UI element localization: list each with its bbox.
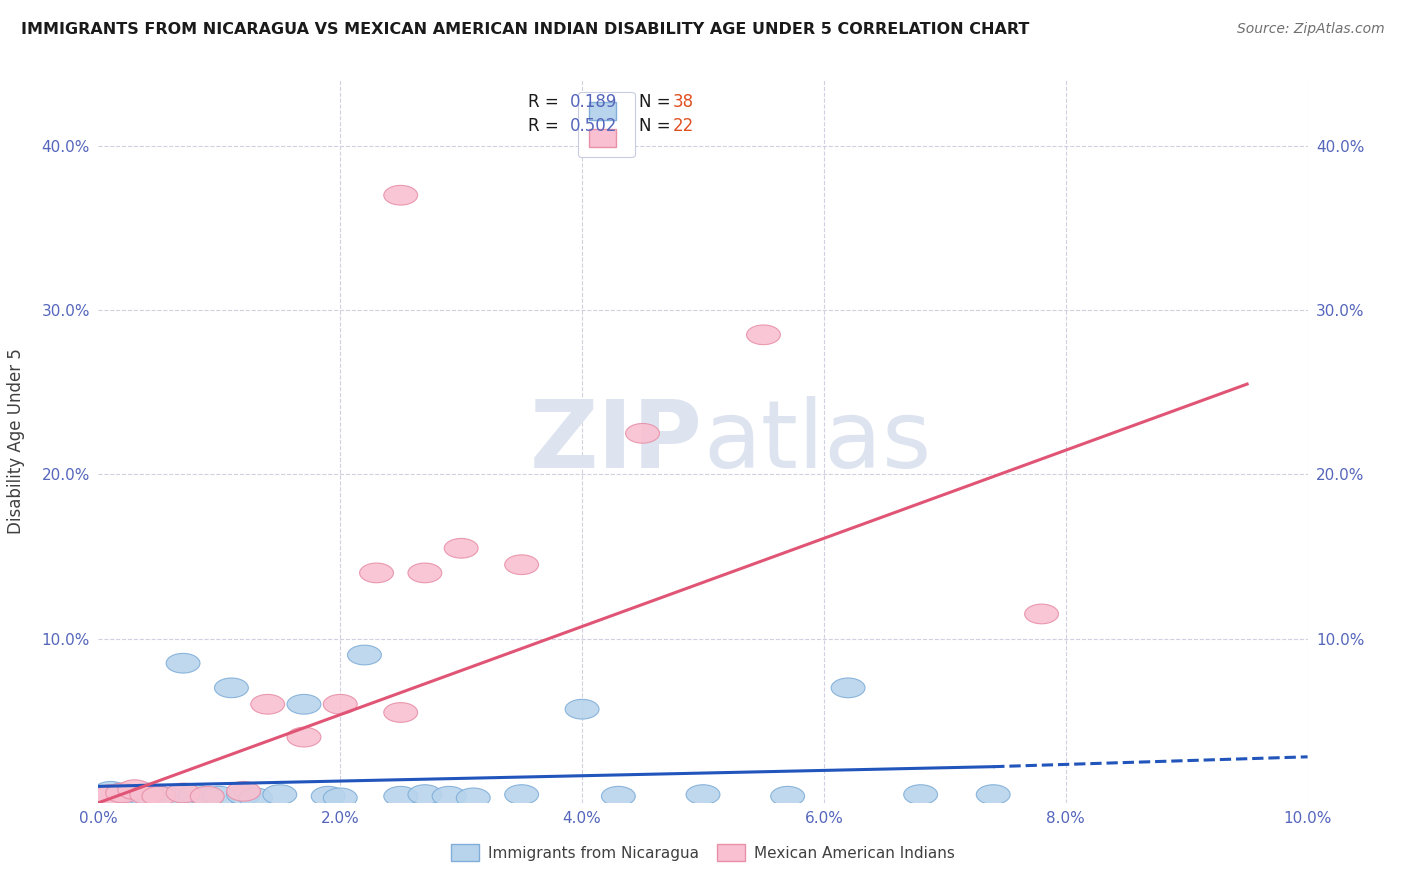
Text: 0.502: 0.502 xyxy=(569,117,617,135)
Ellipse shape xyxy=(82,788,115,808)
Ellipse shape xyxy=(505,555,538,574)
Text: IMMIGRANTS FROM NICARAGUA VS MEXICAN AMERICAN INDIAN DISABILITY AGE UNDER 5 CORR: IMMIGRANTS FROM NICARAGUA VS MEXICAN AME… xyxy=(21,22,1029,37)
Ellipse shape xyxy=(323,788,357,808)
Ellipse shape xyxy=(142,787,176,806)
Ellipse shape xyxy=(142,787,176,806)
Ellipse shape xyxy=(166,783,200,803)
Ellipse shape xyxy=(444,539,478,558)
Text: Source: ZipAtlas.com: Source: ZipAtlas.com xyxy=(1237,22,1385,37)
Ellipse shape xyxy=(226,785,260,805)
Ellipse shape xyxy=(457,788,491,808)
Text: R =: R = xyxy=(527,117,564,135)
Ellipse shape xyxy=(311,787,344,806)
Ellipse shape xyxy=(747,325,780,344)
Ellipse shape xyxy=(360,563,394,582)
Ellipse shape xyxy=(432,787,465,806)
Ellipse shape xyxy=(686,785,720,805)
Ellipse shape xyxy=(118,785,152,805)
Ellipse shape xyxy=(347,645,381,665)
Ellipse shape xyxy=(94,787,128,806)
Legend: Immigrants from Nicaragua, Mexican American Indians: Immigrants from Nicaragua, Mexican Ameri… xyxy=(446,838,960,867)
Ellipse shape xyxy=(904,785,938,805)
Ellipse shape xyxy=(770,787,804,806)
Ellipse shape xyxy=(179,785,212,805)
Ellipse shape xyxy=(384,186,418,205)
Ellipse shape xyxy=(155,788,188,808)
Text: ZIP: ZIP xyxy=(530,395,703,488)
Text: N =: N = xyxy=(638,93,676,111)
Ellipse shape xyxy=(82,788,115,808)
Ellipse shape xyxy=(129,785,163,805)
Ellipse shape xyxy=(250,694,284,714)
Ellipse shape xyxy=(82,785,115,805)
Ellipse shape xyxy=(202,787,236,806)
Ellipse shape xyxy=(287,727,321,747)
Ellipse shape xyxy=(626,424,659,443)
Text: R =: R = xyxy=(527,93,564,111)
Ellipse shape xyxy=(976,785,1010,805)
Ellipse shape xyxy=(215,678,249,698)
Ellipse shape xyxy=(408,563,441,582)
Ellipse shape xyxy=(94,785,128,805)
Ellipse shape xyxy=(831,678,865,698)
Text: 0.189: 0.189 xyxy=(569,93,617,111)
Ellipse shape xyxy=(384,787,418,806)
Ellipse shape xyxy=(105,783,139,803)
Ellipse shape xyxy=(190,787,224,806)
Ellipse shape xyxy=(239,788,273,808)
Text: 22: 22 xyxy=(672,117,695,135)
Y-axis label: Disability Age Under 5: Disability Age Under 5 xyxy=(7,349,25,534)
Ellipse shape xyxy=(287,694,321,714)
Ellipse shape xyxy=(323,694,357,714)
Ellipse shape xyxy=(384,703,418,723)
Ellipse shape xyxy=(105,788,139,808)
Ellipse shape xyxy=(94,789,128,809)
Text: 38: 38 xyxy=(672,93,695,111)
Ellipse shape xyxy=(263,785,297,805)
Ellipse shape xyxy=(118,780,152,799)
Text: N =: N = xyxy=(638,117,676,135)
Ellipse shape xyxy=(408,785,441,805)
Ellipse shape xyxy=(602,787,636,806)
Text: atlas: atlas xyxy=(703,395,931,488)
Ellipse shape xyxy=(129,783,163,803)
Ellipse shape xyxy=(1025,604,1059,624)
Ellipse shape xyxy=(105,783,139,803)
Ellipse shape xyxy=(190,788,224,808)
Ellipse shape xyxy=(118,787,152,806)
Ellipse shape xyxy=(94,787,128,806)
Ellipse shape xyxy=(565,699,599,719)
Ellipse shape xyxy=(166,653,200,673)
Ellipse shape xyxy=(94,781,128,801)
Ellipse shape xyxy=(105,787,139,806)
Ellipse shape xyxy=(129,788,163,808)
Ellipse shape xyxy=(226,781,260,801)
Ellipse shape xyxy=(505,785,538,805)
